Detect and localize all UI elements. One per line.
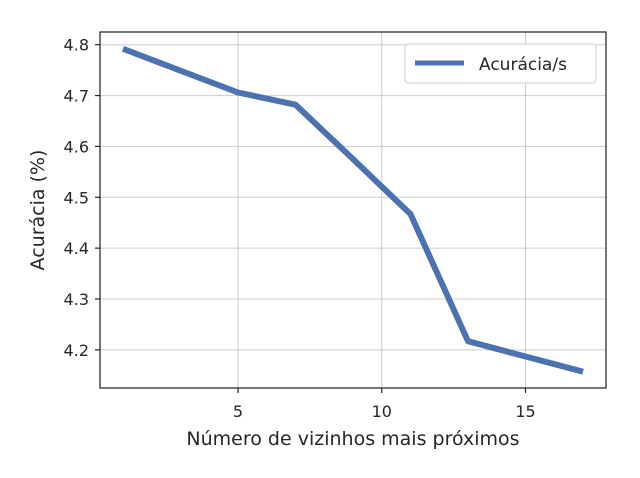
y-tick-label: 4.5 [64,188,89,207]
y-tick-label: 4.4 [64,239,89,258]
y-tick-label: 4.3 [64,290,89,309]
series-line [121,45,584,375]
y-tick-label: 4.8 [64,36,89,55]
legend-box [404,43,597,84]
x-tick-label: 10 [372,402,392,421]
x-axis-label: Número de vizinhos mais próximos [186,428,519,450]
legend-label: Acurácia/s [479,55,567,75]
y-tick-label: 4.2 [64,341,89,360]
plot-frame [99,31,607,389]
y-tick-label: 4.7 [64,87,89,106]
x-tick-label: 5 [233,402,243,421]
y-tick-label: 4.6 [64,137,89,156]
series-layer [121,45,584,375]
legend: Acurácia/s [404,43,597,84]
ticks: 5 10 15 4.2 4.3 4.4 4.5 4.6 4.7 4.8 [64,36,536,421]
x-tick-label: 15 [515,402,535,421]
y-axis-label: Acurácia (%) [27,150,49,271]
